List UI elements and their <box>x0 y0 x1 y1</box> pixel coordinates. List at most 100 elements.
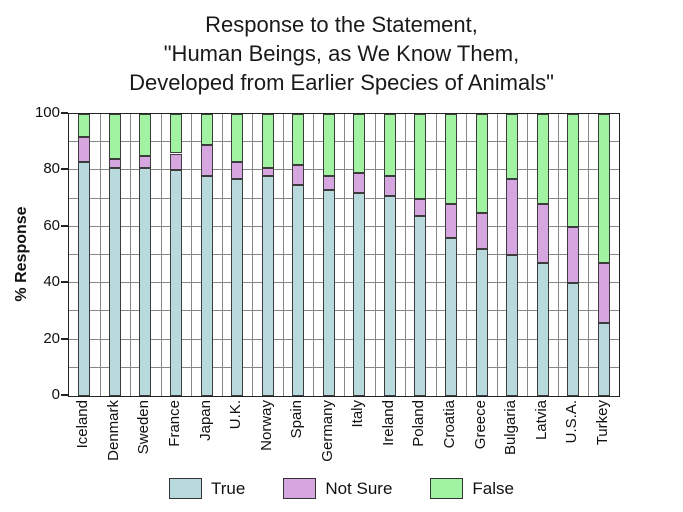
bar-turkey-false <box>597 114 610 264</box>
v-gridline-1 <box>99 114 101 396</box>
v-gridline-5 <box>221 114 223 396</box>
bar-ireland <box>383 114 396 396</box>
bar-ireland-true <box>383 195 396 396</box>
y-tick-mark-60 <box>61 224 68 227</box>
legend-item-true: True <box>169 478 245 499</box>
bar-sweden-true <box>139 167 152 396</box>
legend-item-not-sure: Not Sure <box>283 478 392 499</box>
v-gridline-8 <box>313 114 315 396</box>
bar-poland-true <box>414 215 427 396</box>
bar-iceland-true <box>78 161 91 396</box>
bar-japan <box>200 114 213 396</box>
bar-italy-false <box>353 114 366 174</box>
y-tick-label-20: 20 <box>43 329 60 347</box>
x-tick-label-sweden: Sweden <box>135 400 153 455</box>
bar-sweden-not-sure <box>139 156 152 168</box>
x-tick-label-ireland: Ireland <box>379 400 397 446</box>
v-gridline-2 <box>130 114 132 396</box>
chart-title-line-2: "Human Beings, as We Know Them, <box>163 41 520 66</box>
v-gridline-7 <box>282 114 284 396</box>
bar-croatia-not-sure <box>444 204 457 239</box>
bar-greece-true <box>475 249 488 396</box>
bar-u-s-a-not-sure <box>567 226 580 284</box>
bar-germany-true <box>322 190 335 396</box>
x-tick-label-france: France <box>165 400 183 447</box>
bar-bulgaria-false <box>506 114 519 179</box>
v-gridline-17 <box>588 114 590 396</box>
y-tick-label-40: 40 <box>43 273 60 291</box>
legend-swatch-true <box>169 478 202 499</box>
v-gridline-13 <box>466 114 468 396</box>
x-tick-label-germany: Germany <box>318 400 336 462</box>
bar-u-k-false <box>231 114 244 162</box>
chart-title-line-1: Response to the Statement, <box>205 12 478 37</box>
y-tick-label-0: 0 <box>51 386 60 403</box>
bar-iceland-false <box>78 114 91 137</box>
bar-norway-not-sure <box>261 167 274 177</box>
bar-u-k-true <box>231 178 244 396</box>
x-tick-label-norway: Norway <box>257 400 275 451</box>
bar-bulgaria-true <box>506 255 519 396</box>
bar-norway-true <box>261 176 274 396</box>
y-tick-mark-40 <box>61 281 68 284</box>
bar-latvia <box>536 114 549 396</box>
bar-u-s-a <box>567 114 580 396</box>
bar-denmark-true <box>108 167 121 396</box>
x-tick-label-u-s-a: U.S.A. <box>563 400 581 444</box>
bar-france <box>169 114 182 396</box>
x-tick-label-croatia: Croatia <box>440 400 458 449</box>
chart-title: Response to the Statement, "Human Beings… <box>0 10 683 97</box>
bar-denmark-false <box>108 114 121 160</box>
bar-bulgaria <box>506 114 519 396</box>
bar-denmark-not-sure <box>108 159 121 168</box>
bar-sweden-false <box>139 114 152 157</box>
v-gridline-14 <box>496 114 498 396</box>
v-gridline-16 <box>557 114 559 396</box>
bar-u-k-not-sure <box>231 161 244 179</box>
bar-u-k <box>231 114 244 396</box>
legend-swatch-not-sure <box>283 478 317 499</box>
bar-germany-not-sure <box>322 176 335 191</box>
v-gridline-11 <box>405 114 407 396</box>
bar-bulgaria-not-sure <box>506 178 519 255</box>
y-tick-mark-20 <box>61 337 68 340</box>
y-tick-label-60: 60 <box>43 216 60 234</box>
x-tick-label-turkey: Turkey <box>593 400 611 446</box>
y-tick-mark-0 <box>61 394 68 396</box>
bar-spain-not-sure <box>292 164 305 185</box>
legend-label-true: True <box>211 478 246 498</box>
plot-area <box>68 113 620 397</box>
y-tick-label-80: 80 <box>43 160 60 178</box>
y-tick-label-100: 100 <box>34 104 60 121</box>
bar-latvia-false <box>536 114 549 205</box>
bar-sweden <box>139 114 152 396</box>
x-tick-label-iceland: Iceland <box>74 400 92 449</box>
y-tick-mark-100 <box>61 112 68 114</box>
bar-italy-not-sure <box>353 173 366 193</box>
bar-spain-true <box>292 184 305 396</box>
bar-germany-false <box>322 114 335 177</box>
bar-greece <box>475 114 488 396</box>
bar-turkey-not-sure <box>597 263 610 323</box>
bar-france-true <box>169 170 182 396</box>
bar-germany <box>322 114 335 396</box>
bar-iceland <box>78 114 91 396</box>
x-tick-label-denmark: Denmark <box>104 400 122 461</box>
bar-croatia <box>444 114 457 396</box>
legend-label-false: False <box>472 478 514 498</box>
bar-croatia-false <box>444 114 457 205</box>
v-gridline-6 <box>252 114 254 396</box>
bar-norway-false <box>261 114 274 168</box>
v-gridline-4 <box>191 114 193 396</box>
bar-france-false <box>169 114 182 154</box>
v-gridline-3 <box>160 114 162 396</box>
bar-spain <box>292 114 305 396</box>
bar-poland <box>414 114 427 396</box>
bar-u-s-a-false <box>567 114 580 227</box>
bar-croatia-true <box>444 238 457 396</box>
y-tick-mark-80 <box>61 168 68 171</box>
x-tick-label-bulgaria: Bulgaria <box>502 400 520 456</box>
v-gridline-9 <box>344 114 345 396</box>
v-gridline-15 <box>527 114 529 396</box>
x-tick-label-u-k: U.K. <box>227 400 245 430</box>
